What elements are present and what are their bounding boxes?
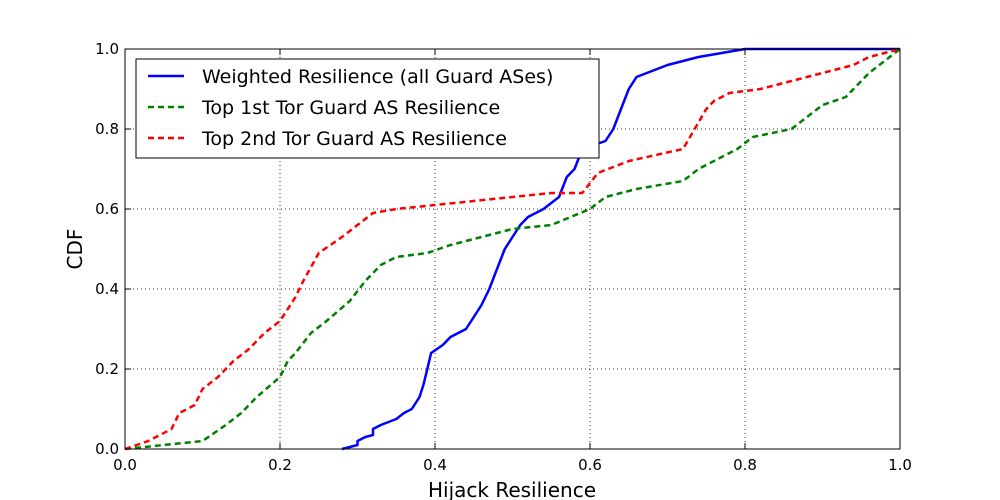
x-axis-label: Hijack Resilience (428, 478, 596, 500)
y-tick-label: 0.6 (95, 200, 119, 218)
axis-ticks: 0.0 0.2 0.4 0.6 0.8 1.0 0.0 0.2 0.4 0.6 0.8 1.0 (95, 40, 912, 474)
legend-box (135, 58, 600, 159)
y-axis-label: CDF (63, 229, 87, 270)
x-tick-label: 0.0 (113, 456, 137, 474)
y-tick-label: 0.8 (95, 120, 119, 138)
x-tick-label: 0.4 (423, 456, 447, 474)
series-line-top-2nd-tor-guard-as-resilience (124, 47, 901, 451)
legend-label: Weighted Resilience (all Guard ASes) (202, 66, 553, 88)
x-tick-label: 0.8 (733, 456, 757, 474)
y-tick-label: 0.0 (95, 440, 119, 458)
y-tick-label: 0.2 (95, 360, 119, 378)
x-tick-label: 1.0 (888, 456, 912, 474)
series-line-top-1st-tor-guard-as-resilience (124, 48, 901, 451)
plot-frame (124, 48, 901, 450)
x-tick-label: 0.2 (268, 456, 292, 474)
x-tick-label: 0.6 (578, 456, 602, 474)
y-tick-label: 1.0 (95, 40, 119, 58)
legend-label: Top 2nd Tor Guard AS Resilience (201, 128, 507, 150)
legend: Weighted Resilience (all Guard ASes) Top … (135, 58, 600, 159)
y-tick-label: 0.4 (95, 280, 119, 298)
series-lines (124, 47, 901, 451)
series-line-weighted-resilience-all-guard-ases (341, 47, 900, 451)
legend-label: Top 1st Tor Guard AS Resilience (201, 97, 500, 119)
